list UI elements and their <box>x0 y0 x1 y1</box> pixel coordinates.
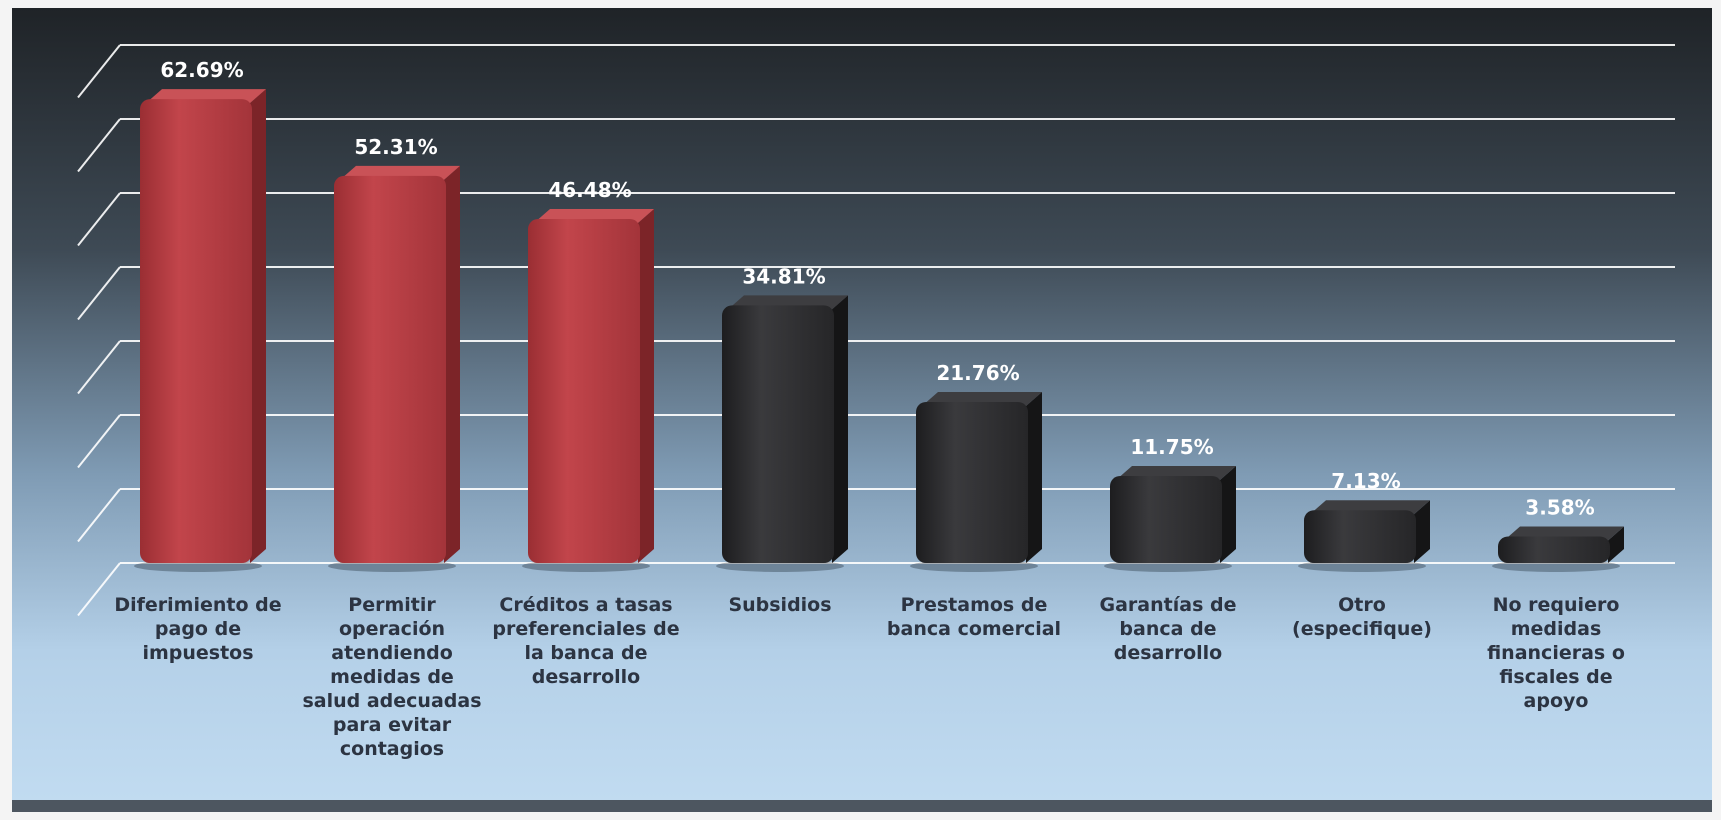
bar <box>716 295 848 572</box>
gridline-depth <box>77 488 121 543</box>
bottom-band <box>12 800 1712 812</box>
gridline-depth <box>77 266 121 321</box>
bar <box>1298 500 1430 572</box>
bar-front <box>916 401 1028 563</box>
gridline-depth <box>77 192 121 247</box>
bar <box>522 209 654 572</box>
bar-front <box>1498 536 1610 563</box>
bar-side <box>638 209 654 563</box>
bar <box>328 165 460 572</box>
bar <box>134 89 266 572</box>
data-label: 34.81% <box>742 264 825 288</box>
bar-front <box>1110 476 1222 563</box>
bar-side <box>444 165 460 563</box>
category-label: Créditos a tasas preferenciales de la ba… <box>492 594 680 688</box>
bar-front <box>1304 510 1416 563</box>
data-label: 7.13% <box>1331 469 1400 493</box>
category-label: Diferimiento de pago de impuestos <box>114 594 282 664</box>
bar <box>910 391 1042 572</box>
gridline-depth <box>77 562 121 617</box>
data-labels: 62.69% 52.31% 46.48% 34.81% 21.76% 11.75% 7.13… <box>160 58 1594 519</box>
bar-side <box>1220 466 1236 563</box>
bars <box>134 89 1624 572</box>
bar-side <box>250 89 266 564</box>
category-label: Otro (especifique) <box>1292 594 1432 640</box>
category-label: Subsidios <box>728 594 832 616</box>
data-label: 11.75% <box>1130 435 1213 459</box>
plot-panel <box>12 8 1712 812</box>
data-label: 52.31% <box>354 135 437 159</box>
category-label: Prestamos de banca comercial <box>886 594 1062 640</box>
bar-side <box>832 295 848 563</box>
gridline-depth <box>77 118 121 173</box>
bar-front <box>722 305 834 563</box>
data-label: 46.48% <box>548 178 631 202</box>
bar <box>1104 466 1236 572</box>
category-label: No requiero medidas financieras o fiscal… <box>1487 594 1625 712</box>
gridline-depth <box>77 44 121 99</box>
bar-front <box>334 175 446 563</box>
gridline-depth <box>77 340 121 395</box>
gridline-depth <box>77 414 121 469</box>
bar-front <box>528 219 640 563</box>
data-label: 21.76% <box>936 361 1019 385</box>
bar-side <box>1608 526 1624 563</box>
data-label: 62.69% <box>160 58 243 82</box>
bar-side <box>1026 391 1042 563</box>
category-label: Garantías de banca de desarrollo <box>1099 594 1237 664</box>
category-label: Permitir operación atendiendo medidas de… <box>302 594 482 760</box>
bar <box>1492 526 1624 572</box>
bar-front <box>140 99 252 564</box>
bar-side <box>1414 500 1430 563</box>
data-label: 3.58% <box>1525 496 1594 520</box>
